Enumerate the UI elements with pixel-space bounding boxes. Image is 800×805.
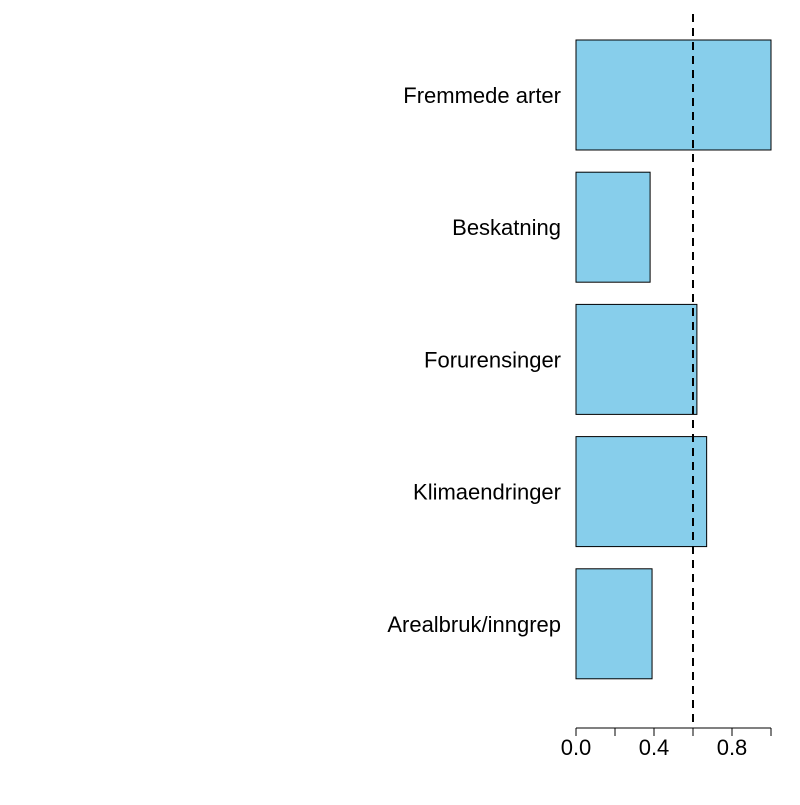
category-label: Beskatning: [452, 215, 561, 240]
category-label: Klimaendringer: [413, 480, 561, 505]
bar-fremmede-arter: [575, 39, 772, 151]
bar-klimaendringer: [575, 436, 708, 548]
category-label: Forurensinger: [424, 347, 561, 372]
category-labels: Fremmede arter Beskatning Forurensinger Kli…: [387, 83, 561, 637]
x-axis: 0.0 0.4 0.8: [561, 727, 772, 760]
x-tick-label: 0.0: [561, 735, 592, 760]
bar-beskatning: [575, 171, 651, 283]
bar-arealbruk-inngrep: [575, 568, 653, 680]
bar-forurensinger: [575, 303, 698, 415]
category-label: Fremmede arter: [403, 83, 561, 108]
bars-layer: [575, 39, 772, 680]
x-tick-label: 0.8: [717, 735, 748, 760]
category-label: Arealbruk/inngrep: [387, 612, 561, 637]
x-tick-label: 0.4: [639, 735, 670, 760]
